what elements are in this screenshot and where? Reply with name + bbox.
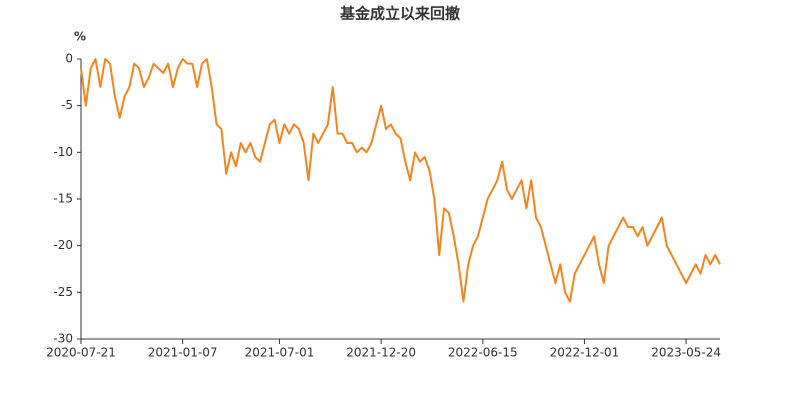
x-tick-label: 2023-05-24	[651, 346, 721, 360]
y-tick-label: -25	[53, 285, 73, 299]
x-tick-label: 2022-12-01	[550, 346, 620, 360]
y-tick-label: -30	[53, 332, 73, 346]
y-tick-label: -15	[53, 192, 73, 206]
data-line	[80, 58, 721, 303]
chart-title: 基金成立以来回撤	[339, 5, 460, 23]
y-tick-label: -20	[53, 238, 73, 252]
y-tick-label: -5	[61, 98, 73, 112]
y-tick-label: 0	[65, 52, 73, 66]
y-tick-label: -10	[53, 145, 73, 159]
x-tick-label: 2021-12-20	[346, 346, 416, 360]
x-tick-label: 2021-01-07	[148, 346, 218, 360]
x-tick-label: 2021-07-01	[245, 346, 315, 360]
y-axis-label: %	[74, 30, 86, 44]
x-tick-label: 2020-07-21	[46, 346, 116, 360]
x-tick-label: 2022-06-15	[448, 346, 518, 360]
